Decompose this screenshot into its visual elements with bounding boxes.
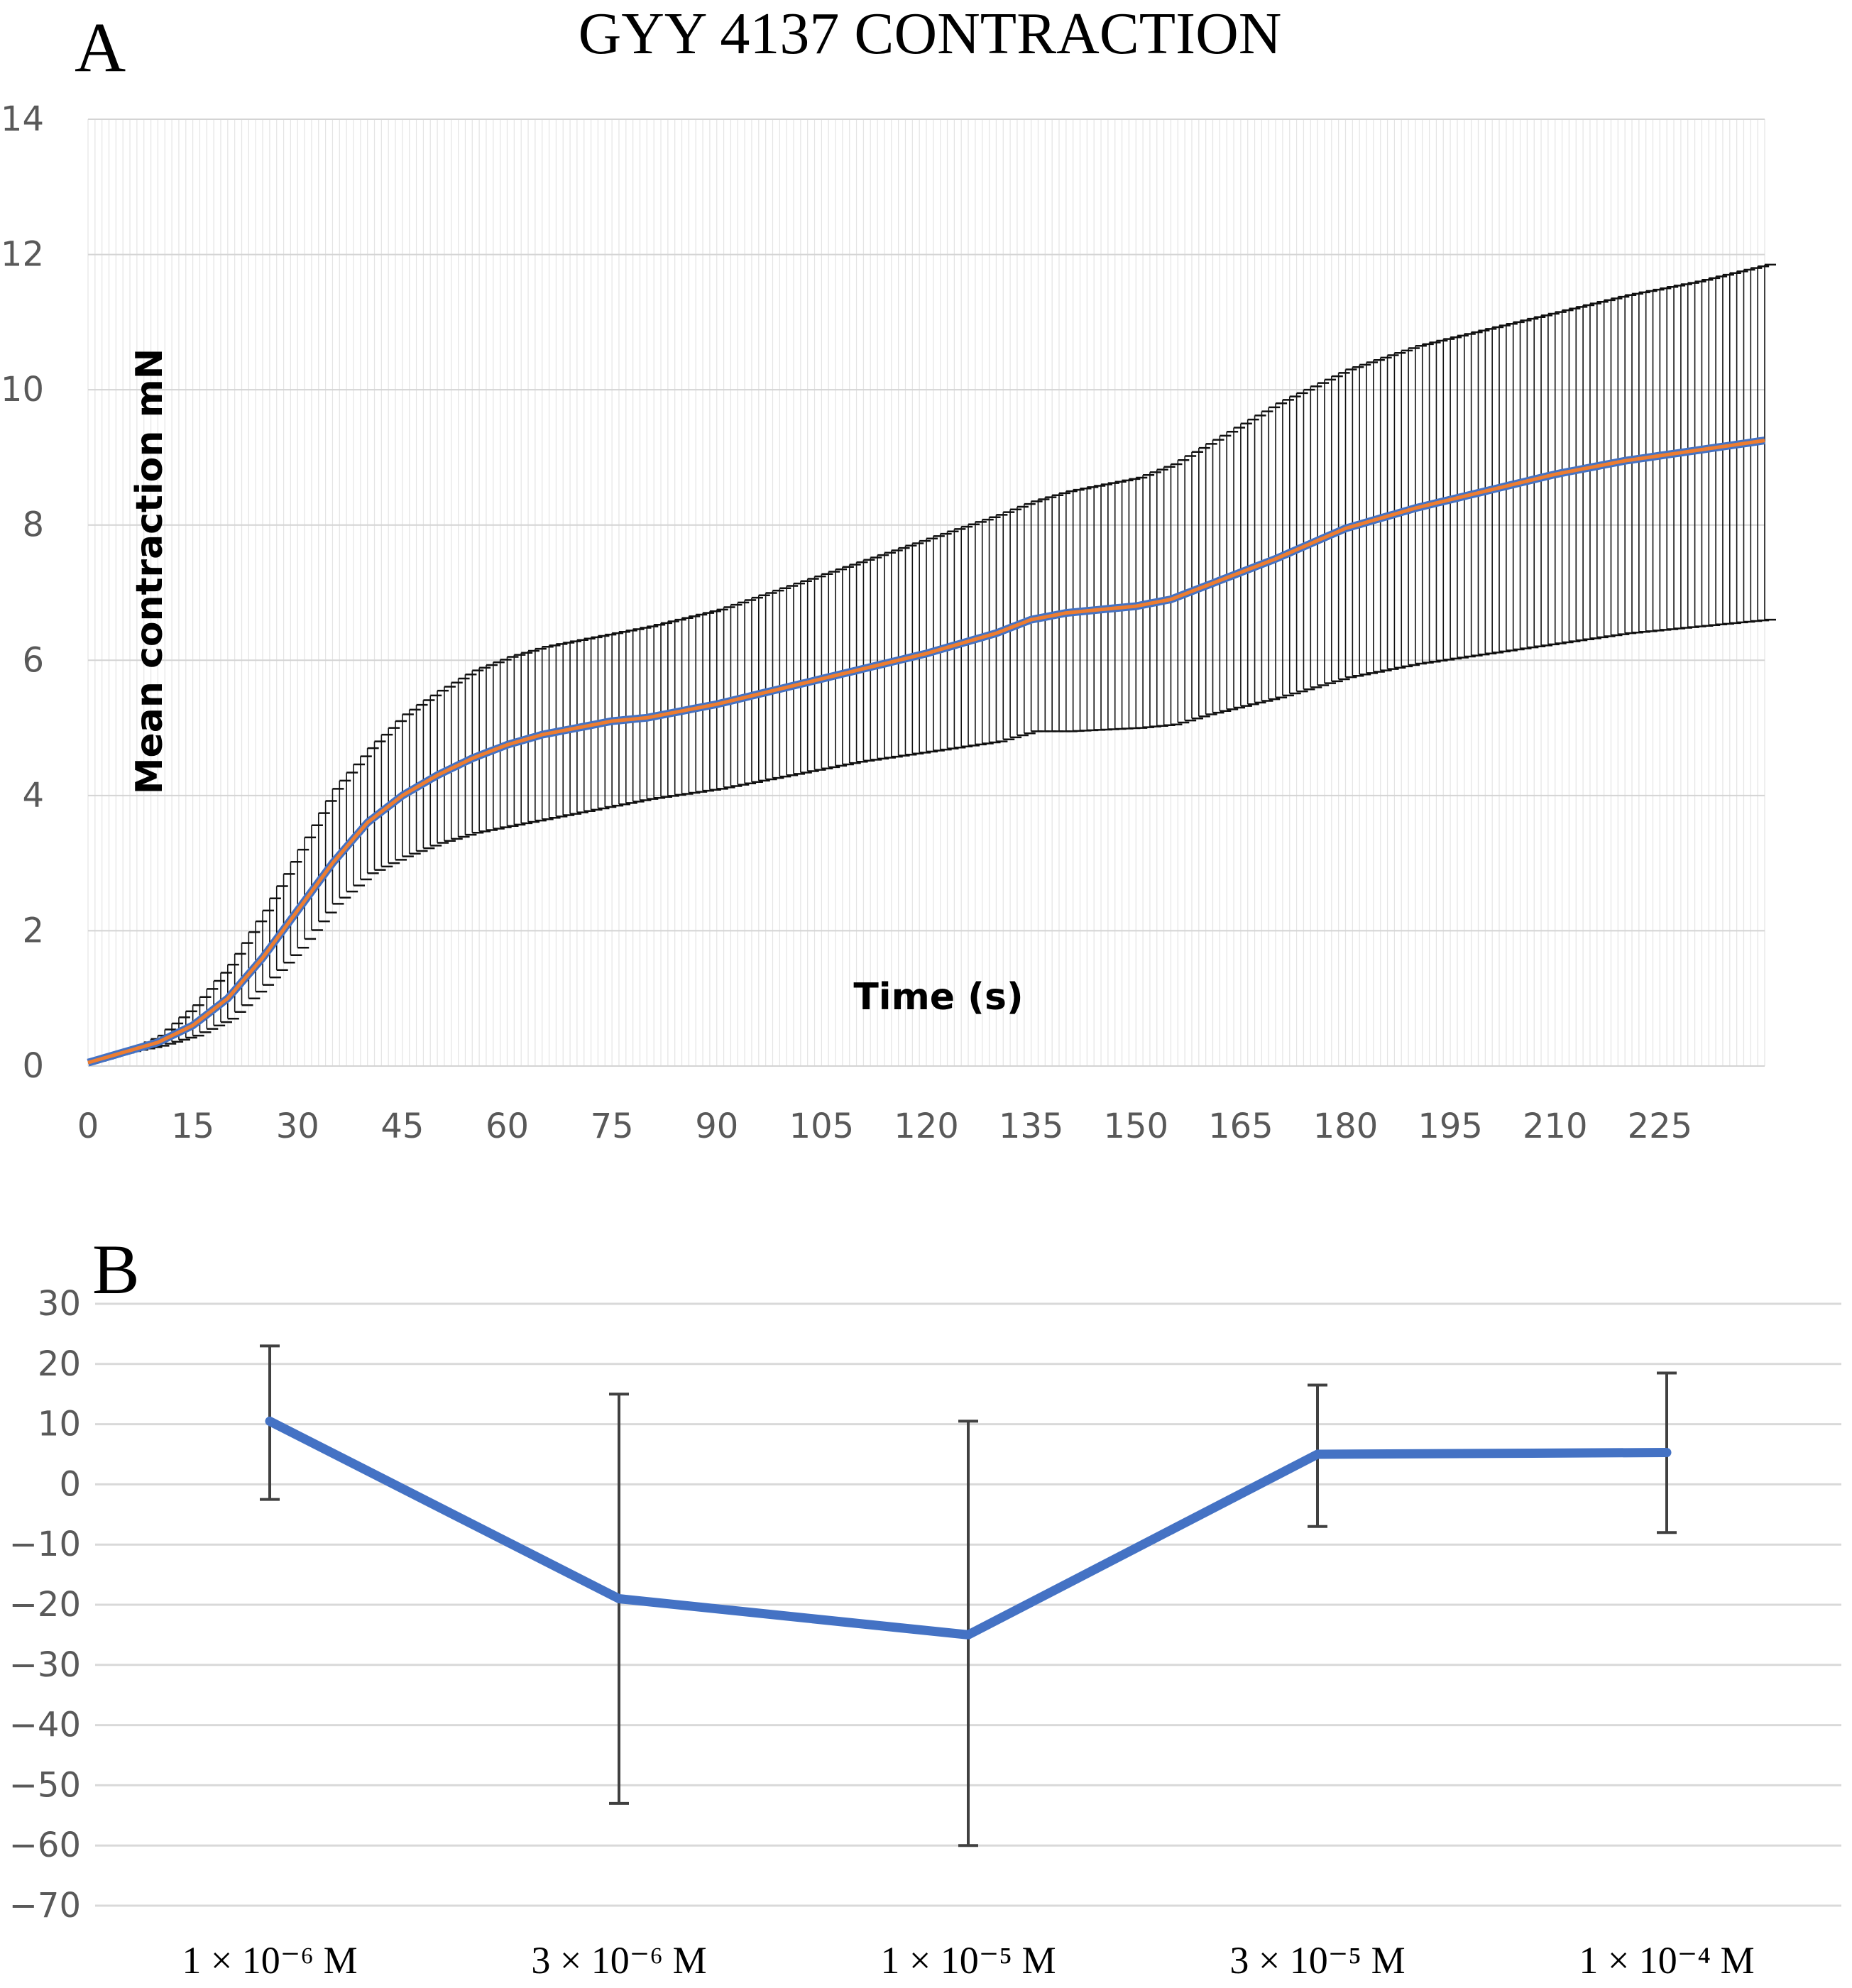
x-tick-labels: 0 15 30 45 60 75 90 105 120 135 150 165 180 195 210 225: [77, 1106, 1692, 1146]
y-tick-labels: 30 20 10 0 −10 −20 −30 −40 −50 −60 −70: [9, 1284, 81, 1926]
x-tick-label: 195: [1418, 1106, 1483, 1146]
x-tick-label: 1 × 10⁻⁶ M: [182, 1939, 357, 1982]
y-tick-label: 20: [38, 1344, 81, 1384]
x-tick-label: 0: [77, 1106, 99, 1146]
chart-title: GYY 4137 CONTRACTION: [579, 1, 1282, 67]
series-lines: [265, 1416, 1672, 1640]
panel-a-label: A: [75, 8, 126, 87]
x-tick-label: 30: [276, 1106, 319, 1146]
y-tick-label: −70: [9, 1886, 81, 1926]
y-tick-label: −60: [9, 1825, 81, 1865]
y-tick-label: 0: [59, 1464, 81, 1504]
x-tick-label: 3 × 10⁻⁶ M: [531, 1939, 706, 1982]
x-tick-label: 1 × 10⁻⁵ M: [880, 1939, 1056, 1982]
series-line: [87, 439, 1765, 1065]
y-tick-label: 0: [22, 1046, 44, 1086]
y-tick-label: 10: [1, 370, 44, 410]
series-lines: [87, 436, 1765, 1067]
y-tick-label: −40: [9, 1706, 81, 1745]
x-tick-label: 180: [1313, 1106, 1379, 1146]
error-bars: [260, 1344, 1677, 1847]
x-tick-label: 225: [1628, 1106, 1693, 1146]
y-tick-label: 10: [38, 1405, 81, 1444]
x-axis-title: Time (s): [853, 976, 1023, 1018]
x-tick-label: 45: [380, 1106, 424, 1146]
y-axis-title: Mean contraction mN: [128, 348, 171, 794]
x-tick-label: 105: [789, 1106, 855, 1146]
x-tick-label: 3 × 10⁻⁵ M: [1229, 1939, 1405, 1982]
x-tick-label: 60: [486, 1106, 529, 1146]
x-tick-labels: 1 × 10⁻⁶ M 3 × 10⁻⁶ M 1 × 10⁻⁵ M 3 × 10⁻⁵ M…: [182, 1939, 1754, 1982]
y-tick-label: 14: [1, 99, 44, 139]
x-tick-label: 1 × 10⁻⁴ M: [1579, 1939, 1754, 1982]
x-tick-label: 150: [1103, 1106, 1168, 1146]
y-tick-label: 8: [22, 505, 44, 545]
x-tick-label: 15: [171, 1106, 214, 1146]
x-tick-label: 120: [894, 1106, 959, 1146]
y-tick-label: 6: [22, 640, 44, 680]
x-tick-label: 75: [591, 1106, 634, 1146]
y-tick-label: −20: [9, 1585, 81, 1625]
series-line: [265, 1416, 1672, 1640]
x-tick-label: 90: [695, 1106, 738, 1146]
x-tick-label: 135: [999, 1106, 1064, 1146]
y-tick-label: 4: [22, 776, 44, 815]
x-tick-label: 165: [1208, 1106, 1273, 1146]
y-tick-label: 12: [1, 235, 44, 275]
y-tick-label: 30: [38, 1284, 81, 1324]
y-tick-labels: 0 2 4 6 8 10 12 14: [1, 99, 44, 1086]
y-tick-label: −30: [9, 1645, 81, 1685]
x-tick-label: 210: [1523, 1106, 1588, 1146]
y-tick-label: 2: [22, 911, 44, 950]
panel-b-label: B: [92, 1230, 140, 1309]
y-tick-label: −50: [9, 1765, 81, 1805]
panel-a-chart: 0 2 4 6 8 10 12 14 0 15 30 45 60 75 90 105 120 135 150 165…: [1, 99, 1776, 1146]
panel-b-chart: 30 20 10 0 −10 −20 −30 −40 −50 −60 −70 1 × 10⁻⁶ M 3…: [9, 1284, 1841, 1982]
y-tick-label: −10: [9, 1525, 81, 1564]
